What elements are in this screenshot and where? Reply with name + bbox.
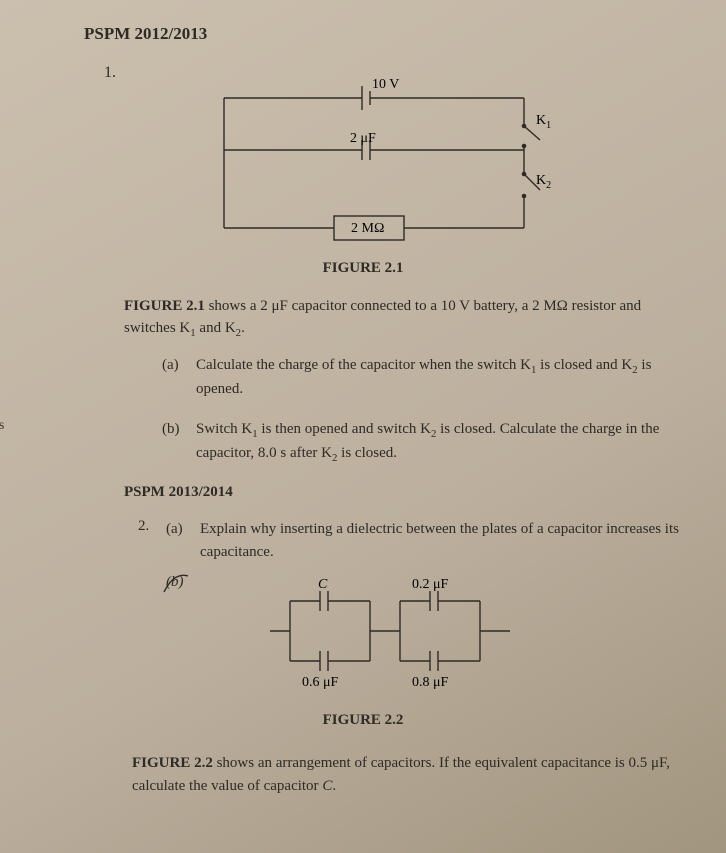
- label-1b: (b): [162, 418, 180, 441]
- exam-header-1: PSPM 2012/2013: [84, 24, 207, 44]
- question-number-1: 1.: [104, 64, 116, 82]
- question-number-2: 2.: [138, 518, 149, 535]
- switch-k1-label: K1: [536, 113, 551, 131]
- figure-2-2-description: FIGURE 2.2 shows an arrangement of capac…: [132, 752, 692, 797]
- page-edge-text: kis: [0, 418, 4, 434]
- figure-2-2-caption: FIGURE 2.2: [0, 712, 726, 729]
- figure-2-1-circuit: 10 V 2 μF 2 MΩ K1 K2: [214, 78, 554, 258]
- question-1a: (a) Calculate the charge of the capacito…: [162, 354, 692, 401]
- label-2b: (b): [166, 574, 184, 591]
- label-1a: (a): [162, 354, 179, 377]
- cap-0.2-label: 0.2 μF: [412, 577, 449, 592]
- exam-header-2: PSPM 2013/2014: [124, 484, 233, 501]
- cap-0.8-label: 0.8 μF: [412, 675, 449, 690]
- question-2a: (a) Explain why inserting a dielectric b…: [166, 518, 686, 563]
- figure-2-2-circuit: C 0.2 μF 0.6 μF 0.8 μF: [270, 576, 530, 696]
- resistor-label: 2 MΩ: [351, 221, 384, 236]
- question-1b: (b) Switch K1 is then opened and switch …: [162, 418, 692, 466]
- capacitor-label: 2 μF: [350, 131, 376, 146]
- cap-C-label: C: [318, 577, 328, 592]
- label-2a: (a): [166, 518, 183, 541]
- cap-0.6-label: 0.6 μF: [302, 675, 339, 690]
- figure-2-1-description: FIGURE 2.1 shows a 2 μF capacitor connec…: [124, 296, 684, 341]
- scanned-page: kis PSPM 2012/2013 1.: [0, 0, 726, 853]
- figure-2-1-caption: FIGURE 2.1: [0, 260, 726, 277]
- battery-label: 10 V: [372, 78, 399, 92]
